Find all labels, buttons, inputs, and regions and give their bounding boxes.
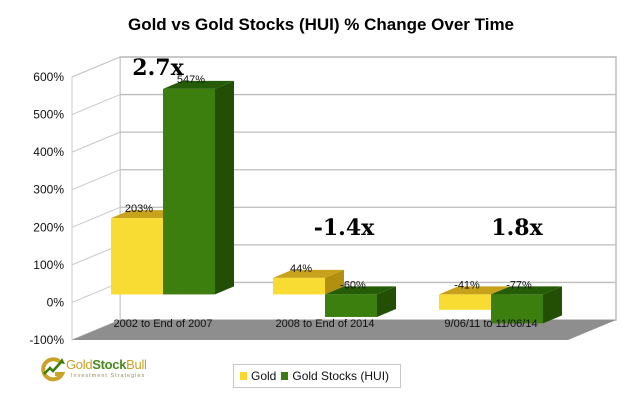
logo-text: GoldStockBull: [66, 357, 147, 372]
y-tick-label: -100%: [29, 333, 64, 347]
legend-label-gold: Gold: [251, 369, 277, 383]
bar-top: [491, 286, 562, 295]
bar-gold-stocks-1: [325, 286, 396, 317]
bar-value-label: -60%: [340, 279, 366, 291]
bar-side: [215, 80, 234, 295]
y-tick-label: 500%: [33, 108, 64, 122]
bar-front: [325, 294, 377, 317]
bar-side: [377, 286, 396, 317]
bar-value-label: 44%: [290, 263, 312, 275]
bar-gold-1: [273, 269, 344, 295]
y-tick-label: 600%: [33, 70, 64, 84]
legend-label-gold-stocks: Gold Stocks (HUI): [292, 369, 390, 383]
ratio-annotation: -1.4x: [314, 215, 375, 241]
side-wall: [71, 56, 121, 341]
bar-top: [439, 286, 510, 295]
goldstockbull-logo: GoldStockBull Investment Strategies: [40, 356, 165, 386]
bar-front: [491, 294, 543, 324]
gridline-side: [71, 131, 121, 153]
category-label: 2002 to End of 2007: [113, 318, 212, 330]
chart-legend: Gold Gold Stocks (HUI): [233, 364, 402, 388]
bar-top: [163, 80, 234, 89]
legend-item-gold-stocks: Gold Stocks (HUI): [281, 369, 389, 383]
y-tick-label: 100%: [33, 258, 64, 272]
bar-top: [273, 269, 344, 278]
bar-value-label: -77%: [506, 279, 532, 291]
category-label: 9/06/11 to 11/06/14: [444, 318, 537, 330]
bar-front: [111, 218, 163, 295]
gridline-side: [71, 56, 121, 78]
chart-title: Gold vs Gold Stocks (HUI) % Change Over …: [127, 15, 515, 34]
logo-tagline: Investment Strategies: [71, 373, 146, 379]
gridline-side: [71, 169, 121, 191]
floor: [72, 320, 616, 340]
bar-front: [273, 277, 325, 295]
legend-item-gold: Gold: [240, 369, 276, 383]
gold-stocks-swatch-icon: [281, 372, 289, 380]
bar-value-label: 547%: [177, 74, 205, 86]
ratio-annotation: 2.7x: [132, 55, 184, 81]
bar-value-label: 203%: [125, 203, 153, 215]
bar-value-label: -41%: [454, 279, 480, 291]
bar-front: [163, 88, 215, 295]
gridline-side: [71, 94, 121, 116]
bar-gold-2: [439, 286, 510, 310]
gold-swatch-icon: [240, 372, 247, 380]
y-tick-label: 0%: [47, 295, 65, 309]
ratio-annotation: 1.8x: [491, 215, 543, 241]
gridline-side: [71, 206, 121, 228]
category-label: 2008 to End of 2014: [275, 318, 374, 330]
bar-top: [325, 286, 396, 295]
y-tick-label: 200%: [33, 220, 64, 234]
bar-gold-stocks-0: [163, 80, 234, 295]
logo-text-bull: Bull: [126, 357, 147, 372]
bar-side: [325, 269, 344, 295]
bar-side: [543, 286, 562, 324]
y-tick-label: 400%: [33, 145, 64, 159]
y-tick-label: 300%: [33, 183, 64, 197]
bar-gold-stocks-2: [491, 286, 562, 324]
logo-text-stock: Stock: [92, 357, 127, 372]
bar-front: [439, 294, 491, 310]
logo-text-gold: Gold: [66, 357, 93, 372]
logo-icon: [41, 357, 66, 382]
